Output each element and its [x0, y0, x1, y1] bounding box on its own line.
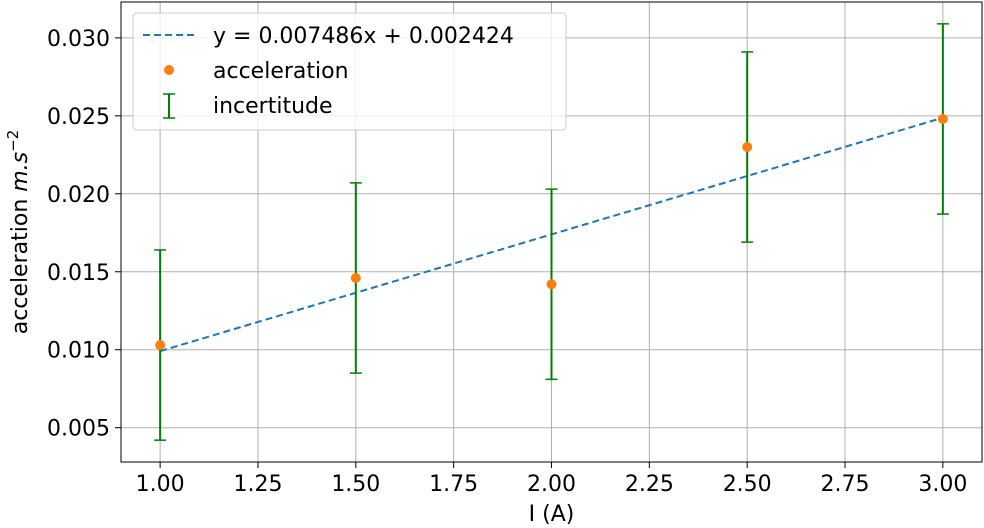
legend-points-swatch	[164, 65, 174, 75]
points-layer	[155, 113, 948, 351]
data-point	[350, 273, 361, 283]
data-point	[742, 142, 753, 153]
x-tick-label: 1.00	[136, 472, 185, 497]
data-point	[937, 113, 948, 124]
x-tick-label: 1.75	[429, 472, 478, 497]
y-tick-label: 0.005	[47, 417, 110, 442]
y-axis-label-exponent: −2	[4, 130, 22, 152]
y-tick-label: 0.030	[47, 27, 110, 52]
data-point	[546, 279, 557, 290]
y-ticks: 0.005 0.010 0.015 0.020 0.025 0.030	[47, 27, 121, 442]
y-tick-label: 0.020	[47, 183, 110, 208]
x-tick-label: 1.50	[331, 472, 380, 497]
x-tick-label: 2.00	[527, 472, 576, 497]
x-ticks: 1.00 1.25 1.50 1.75 2.00 2.25 2.50 2.75 3.00	[136, 462, 967, 497]
y-axis-label-text: acceleration	[8, 199, 33, 335]
y-axis-label-unit: m.s	[8, 152, 33, 192]
legend-errorbar-label: incertitude	[213, 94, 333, 119]
legend-box	[132, 12, 567, 131]
legend: y = 0.007486x + 0.002424 acceleration in…	[132, 12, 567, 131]
x-tick-label: 2.50	[723, 472, 772, 497]
legend-fit-line-label: y = 0.007486x + 0.002424	[213, 24, 514, 49]
x-tick-label: 3.00	[918, 472, 967, 497]
x-tick-label: 2.75	[821, 472, 870, 497]
y-tick-label: 0.015	[47, 261, 110, 286]
x-tick-label: 1.25	[233, 472, 282, 497]
legend-errorbar-swatch	[163, 93, 175, 119]
y-tick-label: 0.025	[47, 105, 110, 130]
data-point	[155, 340, 166, 351]
y-tick-label: 0.010	[47, 339, 110, 364]
legend-points-label: acceleration	[213, 59, 349, 84]
y-axis-label: acceleration m.s−2	[4, 130, 33, 335]
x-tick-label: 2.25	[625, 472, 674, 497]
x-axis-label: I (A)	[529, 502, 575, 527]
